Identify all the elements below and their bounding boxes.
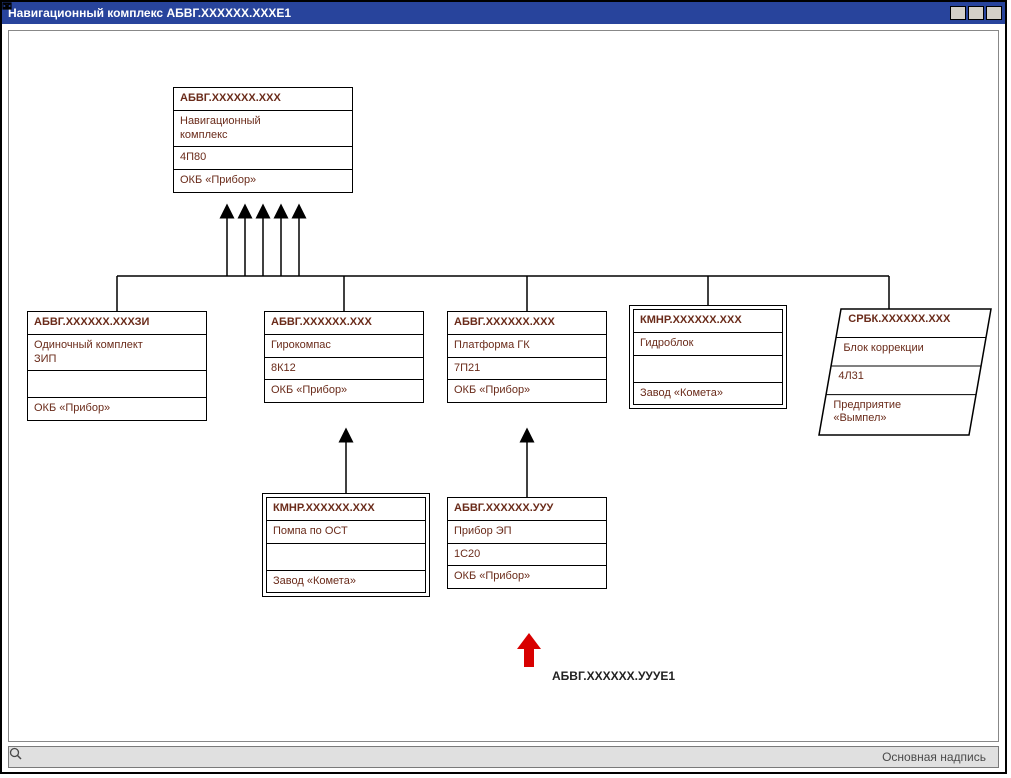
node-c1-row: Одиночный комплектЗИП <box>28 334 206 371</box>
node-g2-row: Прибор ЭП <box>448 520 606 543</box>
node-c5-row: Блок коррекции <box>843 342 981 356</box>
maximize-button[interactable] <box>968 6 984 20</box>
diagram-viewport[interactable]: АБВГ.ХХХХХХ.ХХХНавигационныйкомплекс4П80… <box>8 30 999 742</box>
node-c5-row: СРБК.ХХХХХХ.ХХХ <box>848 313 986 327</box>
node-c5-row: 4Л31 <box>838 370 976 384</box>
node-c4-row: Завод «Комета» <box>634 382 782 405</box>
node-root-row: 4П80 <box>174 146 352 169</box>
node-c4-row <box>634 355 782 382</box>
status-text: Основная надпись <box>882 750 986 764</box>
node-c3-row: Платформа ГК <box>448 334 606 357</box>
highlight-arrow-label: АБВГ.ХХХХХХ.УУУЕ1 <box>552 669 675 683</box>
node-c2-row: АБВГ.ХХХХХХ.ХХХ <box>265 312 423 334</box>
node-root-row: АБВГ.ХХХХХХ.ХХХ <box>174 88 352 110</box>
window-title: Навигационный комплекс АБВГ.ХХХХХХ.ХХХЕ1 <box>8 2 291 24</box>
node-c4-row: КМНР.ХХХХХХ.ХХХ <box>634 310 782 332</box>
node-c3-row: 7П21 <box>448 357 606 380</box>
node-c3[interactable]: АБВГ.ХХХХХХ.ХХХПлатформа ГК7П21ОКБ «Приб… <box>447 311 607 403</box>
node-g2-row: ОКБ «Прибор» <box>448 565 606 588</box>
node-c4[interactable]: КМНР.ХХХХХХ.ХХХГидроблок Завод «Комета» <box>633 309 783 405</box>
close-button[interactable] <box>986 6 1002 20</box>
node-root-row: ОКБ «Прибор» <box>174 169 352 192</box>
node-c2-row: Гирокомпас <box>265 334 423 357</box>
node-c3-row: ОКБ «Прибор» <box>448 379 606 402</box>
node-c5-row: Предприятие«Вымпел» <box>833 399 971 427</box>
minimize-button[interactable] <box>950 6 966 20</box>
node-c2[interactable]: АБВГ.ХХХХХХ.ХХХГирокомпас8К12ОКБ «Прибор… <box>264 311 424 403</box>
node-g1-row <box>267 543 425 570</box>
node-c1-row: АБВГ.ХХХХХХ.ХХХЗИ <box>28 312 206 334</box>
node-c1[interactable]: АБВГ.ХХХХХХ.ХХХЗИОдиночный комплектЗИП ОК… <box>27 311 207 421</box>
node-root-row: Навигационныйкомплекс <box>174 110 352 147</box>
node-c4-row: Гидроблок <box>634 332 782 355</box>
node-c1-row: ОКБ «Прибор» <box>28 397 206 420</box>
node-g2-row: 1С20 <box>448 543 606 566</box>
node-c1-row <box>28 370 206 397</box>
node-g1-row: Помпа по ОСТ <box>267 520 425 543</box>
diagram-canvas: АБВГ.ХХХХХХ.ХХХНавигационныйкомплекс4П80… <box>9 31 998 741</box>
highlight-arrow-icon <box>517 633 541 667</box>
node-g1-row: Завод «Комета» <box>267 570 425 593</box>
node-g1-row: КМНР.ХХХХХХ.ХХХ <box>267 498 425 520</box>
app-window: Навигационный комплекс АБВГ.ХХХХХХ.ХХХЕ1… <box>0 0 1007 774</box>
node-c2-row: 8К12 <box>265 357 423 380</box>
status-bar: Основная надпись <box>8 746 999 768</box>
node-g2[interactable]: АБВГ.ХХХХХХ.УУУПрибор ЭП1С20ОКБ «Прибор» <box>447 497 607 589</box>
node-g2-row: АБВГ.ХХХХХХ.УУУ <box>448 498 606 520</box>
window-controls <box>950 6 1002 20</box>
node-c2-row: ОКБ «Прибор» <box>265 379 423 402</box>
node-c3-row: АБВГ.ХХХХХХ.ХХХ <box>448 312 606 334</box>
node-root[interactable]: АБВГ.ХХХХХХ.ХХХНавигационныйкомплекс4П80… <box>173 87 353 193</box>
node-g1[interactable]: КМНР.ХХХХХХ.ХХХПомпа по ОСТ Завод «Комета… <box>266 497 426 593</box>
titlebar: Навигационный комплекс АБВГ.ХХХХХХ.ХХХЕ1 <box>2 2 1005 24</box>
